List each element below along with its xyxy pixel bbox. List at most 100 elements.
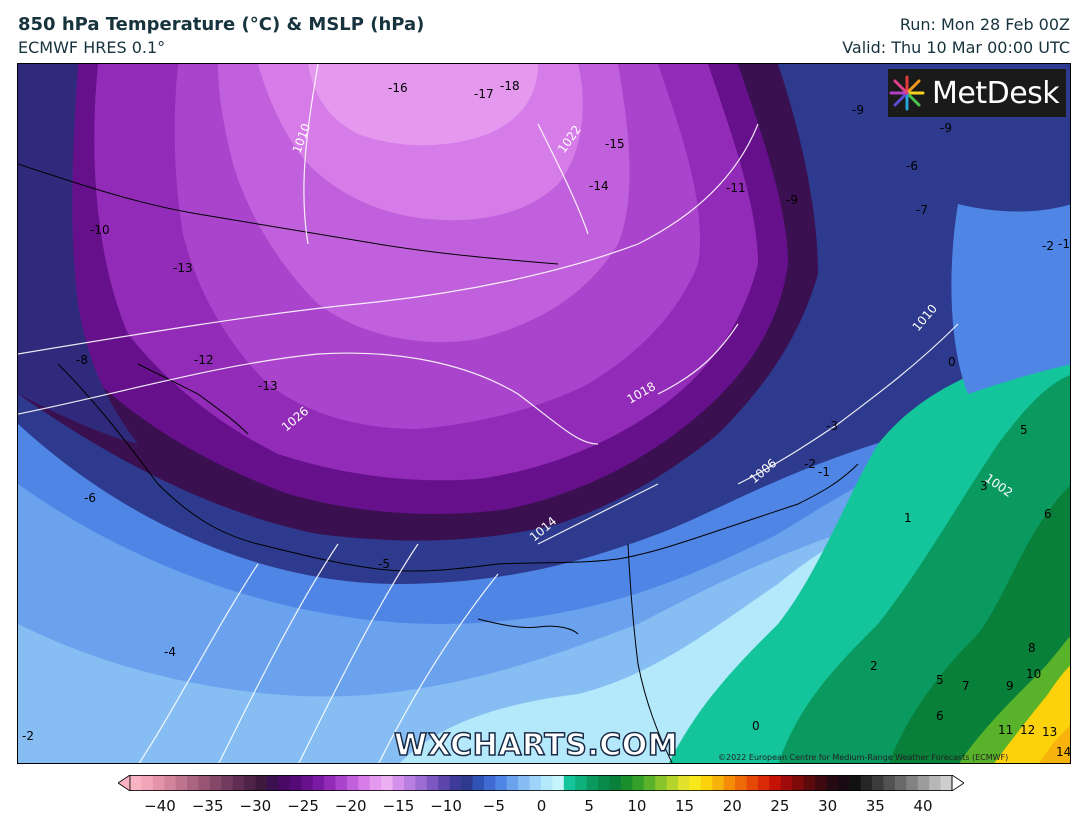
temp-label: 14 — [1056, 745, 1071, 759]
colorbar-swatch — [346, 775, 359, 791]
colorbar-swatch — [426, 775, 439, 791]
colorbar-swatch — [872, 775, 885, 791]
colorbar-tick-label: 0 — [536, 797, 547, 815]
colorbar-swatch — [244, 775, 257, 791]
colorbar-swatch — [255, 775, 268, 791]
temp-label: -9 — [852, 103, 864, 117]
temp-label: -16 — [388, 81, 408, 95]
colorbar-swatch — [187, 775, 200, 791]
colorbar-swatch — [541, 775, 554, 791]
isobars — [18, 64, 959, 763]
colorbar-swatch — [449, 775, 462, 791]
colorbar-swatch — [929, 775, 942, 791]
temp-label: 5 — [1020, 423, 1028, 437]
zone-warmest-2 — [1039, 725, 1070, 763]
colorbar-tick-label: 35 — [865, 797, 885, 815]
colorbar-swatch — [780, 775, 793, 791]
colorbar-tick-label: 25 — [770, 797, 790, 815]
colorbar-swatch — [267, 775, 280, 791]
colorbar-swatch — [655, 775, 668, 791]
temp-label: 6 — [1044, 507, 1052, 521]
colorbar-swatch — [175, 775, 188, 791]
colorbar-swatch — [689, 775, 702, 791]
temp-label: -13 — [173, 261, 193, 275]
colorbar-swatch — [461, 775, 474, 791]
colorbar-swatch — [438, 775, 451, 791]
temp-label: 0 — [948, 355, 956, 369]
colorbar-swatch — [495, 775, 508, 791]
colorbar-swatch — [278, 775, 291, 791]
chart-header: 850 hPa Temperature (°C) & MSLP (hPa) EC… — [0, 0, 1088, 62]
temp-label: -5 — [378, 557, 390, 571]
temp-label: -1 — [818, 465, 830, 479]
colorbar-tick-label: −20 — [334, 797, 367, 815]
temp-label: -3 — [826, 419, 838, 433]
colorbar-swatch — [575, 775, 588, 791]
colorbar-swatch — [221, 775, 234, 791]
model-subtitle: ECMWF HRES 0.1° — [18, 38, 166, 57]
colorbar-max-arrow — [951, 775, 964, 791]
temp-label: 5 — [936, 673, 944, 687]
colorbar-swatch — [472, 775, 485, 791]
temp-label: 8 — [1028, 641, 1036, 655]
colorbar-tick-label: 10 — [627, 797, 647, 815]
temp-label: -17 — [474, 87, 494, 101]
colorbar-swatch — [712, 775, 725, 791]
colorbar-swatch — [849, 775, 862, 791]
colorbar-tick-label: −40 — [144, 797, 176, 815]
temp-label: -4 — [164, 645, 176, 659]
colorbar-swatch — [518, 775, 531, 791]
metdesk-logo: MetDesk — [888, 69, 1066, 117]
temp-label: -14 — [589, 179, 609, 193]
colorbar-tick-label: 20 — [722, 797, 742, 815]
colorbar-swatch — [381, 775, 394, 791]
temp-label: 11 — [998, 723, 1013, 737]
zone-warmest — [994, 665, 1070, 763]
temp-label: 13 — [1042, 725, 1057, 739]
temp-label: -10 — [90, 223, 110, 237]
temp-label: 12 — [1020, 723, 1035, 737]
colorbar-swatch — [141, 775, 154, 791]
colorbar-swatch — [289, 775, 302, 791]
colorbar-swatch — [860, 775, 873, 791]
colorbar-swatch — [506, 775, 519, 791]
colorbar-swatch — [723, 775, 736, 791]
zone-east-cool — [951, 204, 1070, 394]
copyright-notice: ©2022 European Centre for Medium-Range W… — [718, 753, 1009, 762]
temp-label: -1 — [1058, 237, 1070, 251]
coastlines — [18, 163, 859, 763]
colorbar-swatch — [152, 775, 165, 791]
valid-time: Valid: Thu 10 Mar 00:00 UTC — [842, 38, 1070, 57]
colorbar-swatch — [700, 775, 713, 791]
colorbar-tick-label: 15 — [675, 797, 695, 815]
colorbar-swatch — [198, 775, 211, 791]
temp-label: -9 — [786, 193, 798, 207]
colorbar-swatch — [883, 775, 896, 791]
colorbar-swatch — [894, 775, 907, 791]
colorbar-tick-label: −25 — [287, 797, 319, 815]
watermark: WXCHARTS.COM — [393, 727, 679, 764]
colorbar-tick-label: −15 — [382, 797, 415, 815]
temp-label: -2 — [1042, 239, 1054, 253]
colorbar-swatch — [552, 775, 565, 791]
colorbar-swatch — [609, 775, 622, 791]
colorbar-min-arrow — [118, 775, 131, 791]
colorbar-swatch — [392, 775, 405, 791]
colorbar-swatch — [735, 775, 748, 791]
temp-label: -8 — [76, 353, 88, 367]
colorbar-swatch — [837, 775, 850, 791]
colorbar-swatch — [666, 775, 679, 791]
metdesk-logo-text: MetDesk — [932, 75, 1060, 111]
colorbar-swatch — [369, 775, 382, 791]
temp-label: 0 — [752, 719, 760, 733]
temp-label: -6 — [84, 491, 96, 505]
temp-label: -9 — [940, 121, 952, 135]
colorbar-tick-label: −35 — [191, 797, 224, 815]
temp-label: 3 — [980, 479, 988, 493]
zone-core-coldest — [308, 64, 538, 146]
colorbar-swatch — [586, 775, 599, 791]
colorbar-swatch — [358, 775, 371, 791]
temp-label: 9 — [1006, 679, 1014, 693]
temp-label: -11 — [726, 181, 746, 195]
chart-title: 850 hPa Temperature (°C) & MSLP (hPa) — [18, 14, 425, 35]
